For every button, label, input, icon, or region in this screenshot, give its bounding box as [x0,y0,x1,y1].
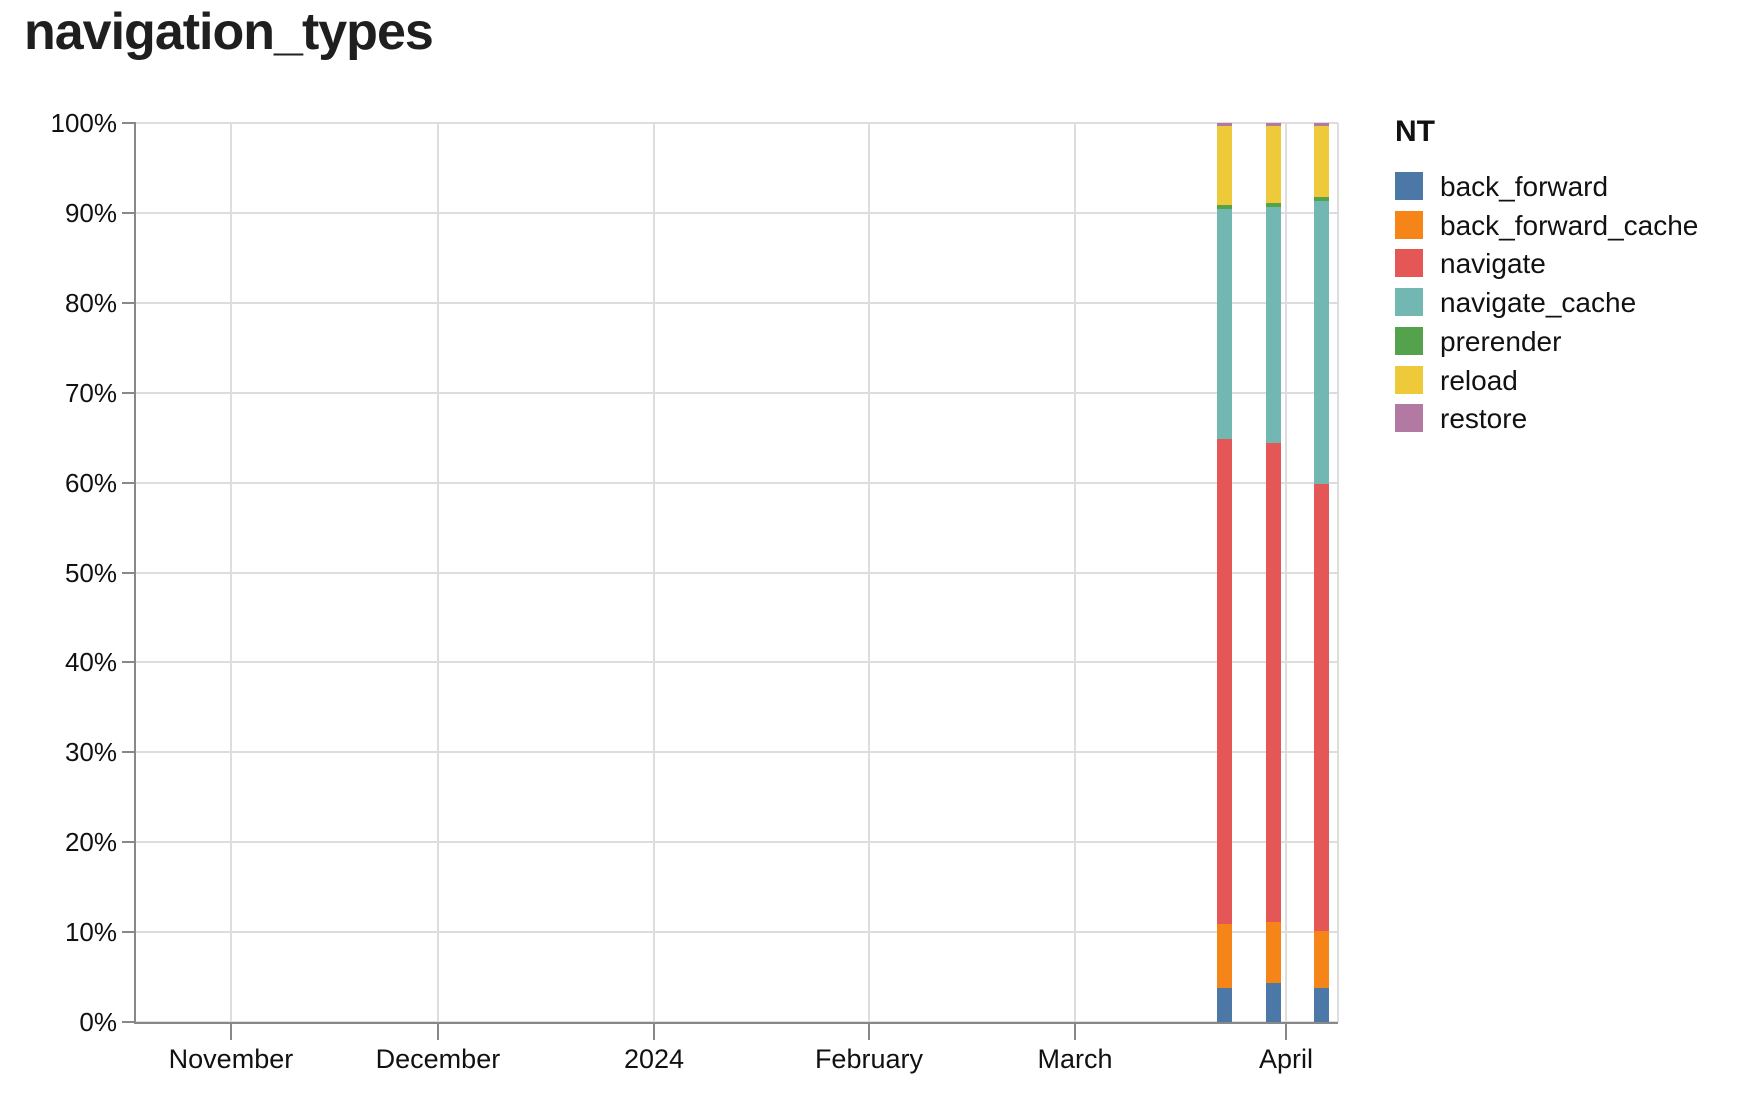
v-gridline [1074,123,1076,1022]
bar-segment-prerender[interactable] [1266,203,1282,207]
bar-segment-navigate_cache[interactable] [1266,206,1282,444]
v-gridline [1284,123,1287,1022]
bar-segment-reload[interactable] [1217,125,1233,205]
y-axis-tick [122,931,136,934]
x-axis-label: December [375,1044,501,1074]
h-gridline [136,571,1338,574]
y-axis-label: 40% [64,647,117,678]
x-axis-label: March [1037,1044,1113,1074]
y-axis-label: 60% [64,467,117,498]
legend-label: navigate_cache [1440,287,1637,319]
legend-label: reload [1440,364,1518,396]
legend-item-prerender: prerender [1395,325,1725,357]
h-gridline [136,931,1338,934]
y-axis-tick [122,122,136,124]
h-gridline [136,841,1338,844]
x-axis-tick [229,1022,232,1040]
y-axis-line [134,123,136,1024]
bar-segment-restore[interactable] [1266,123,1282,126]
reload-swatch [1395,365,1423,394]
x-axis-tick [867,1022,870,1040]
v-gridline [436,123,439,1022]
chart-title: navigation_types [24,3,434,61]
bar-segment-back_forward_cache[interactable] [1217,924,1233,988]
x-axis-label: February [814,1044,923,1074]
bar-segment-navigate[interactable] [1266,443,1282,923]
x-axis-tick [1284,1022,1287,1040]
bar-segment-back_forward[interactable] [1217,987,1233,1022]
legend-label: restore [1440,403,1528,435]
y-axis-tick [122,841,136,844]
bar-segment-back_forward_cache[interactable] [1266,922,1282,984]
bar-segment-reload[interactable] [1266,125,1282,203]
y-axis-label: 70% [64,377,117,408]
bar-segment-reload[interactable] [1314,125,1330,197]
v-gridline [1337,123,1339,1022]
back_forward_cache-swatch [1395,210,1423,239]
h-gridline [136,661,1338,664]
y-axis-label: 30% [64,737,117,768]
y-axis-label: 80% [64,287,117,318]
legend-label: navigate [1440,248,1546,280]
bar-segment-navigate_cache[interactable] [1217,209,1233,439]
bar-segment-prerender[interactable] [1217,204,1233,210]
legend-item-navigate: navigate [1395,249,1725,279]
x-axis-tick [1074,1022,1076,1040]
h-gridline [136,481,1338,484]
x-axis-label: April [1258,1044,1313,1074]
y-axis-tick [122,301,136,304]
legend-item-back_forward_cache: back_forward_cache [1395,209,1725,241]
legend-label: back_forward [1440,171,1609,202]
bar-segment-navigate_cache[interactable] [1314,201,1330,485]
h-gridline [136,122,1338,124]
bar-segment-back_forward[interactable] [1314,987,1330,1022]
bar-segment-navigate[interactable] [1314,484,1330,932]
back_forward-swatch [1395,172,1423,200]
x-axis-label: November [168,1044,294,1074]
legend-title: NT [1395,115,1435,148]
bar-segment-back_forward_cache[interactable] [1314,931,1330,988]
y-axis-tick [122,751,136,754]
y-axis-label: 50% [64,557,117,588]
legend-item-navigate_cache: navigate_cache [1395,288,1725,318]
legend-item-back_forward: back_forward [1395,172,1725,202]
legend-label: prerender [1440,325,1562,357]
h-gridline [136,301,1338,304]
navigate_cache-swatch [1395,288,1423,317]
v-gridline [653,123,656,1022]
y-axis-tick [122,1021,136,1023]
v-gridline [867,123,870,1022]
y-axis-label: 20% [64,827,117,858]
restore-swatch [1395,404,1423,433]
y-axis-label: 100% [50,108,118,138]
x-axis-tick [436,1022,439,1040]
y-axis-tick [122,481,136,484]
legend-item-restore: restore [1395,404,1725,434]
y-axis-label: 10% [64,917,117,948]
y-axis-label: 0% [79,1007,117,1037]
h-gridline [136,391,1338,394]
y-axis-tick [122,211,136,214]
bar-segment-navigate[interactable] [1217,438,1233,924]
h-gridline [136,751,1338,754]
y-axis-tick [122,571,136,574]
x-axis-line [134,1022,1338,1024]
h-gridline [136,211,1338,214]
bar-segment-restore[interactable] [1314,123,1330,126]
v-gridline [229,123,232,1022]
bar-segment-back_forward[interactable] [1266,983,1282,1022]
x-axis-label: 2024 [624,1044,685,1074]
legend-label: back_forward_cache [1440,209,1699,241]
prerender-swatch [1395,326,1423,355]
bar-segment-restore[interactable] [1217,123,1233,126]
y-axis-tick [122,391,136,394]
y-axis-label: 90% [64,197,117,228]
x-axis-tick [653,1022,656,1040]
y-axis-tick [122,661,136,664]
bar-segment-prerender[interactable] [1314,196,1330,202]
navigate-swatch [1395,249,1423,278]
legend-item-reload: reload [1395,364,1725,396]
